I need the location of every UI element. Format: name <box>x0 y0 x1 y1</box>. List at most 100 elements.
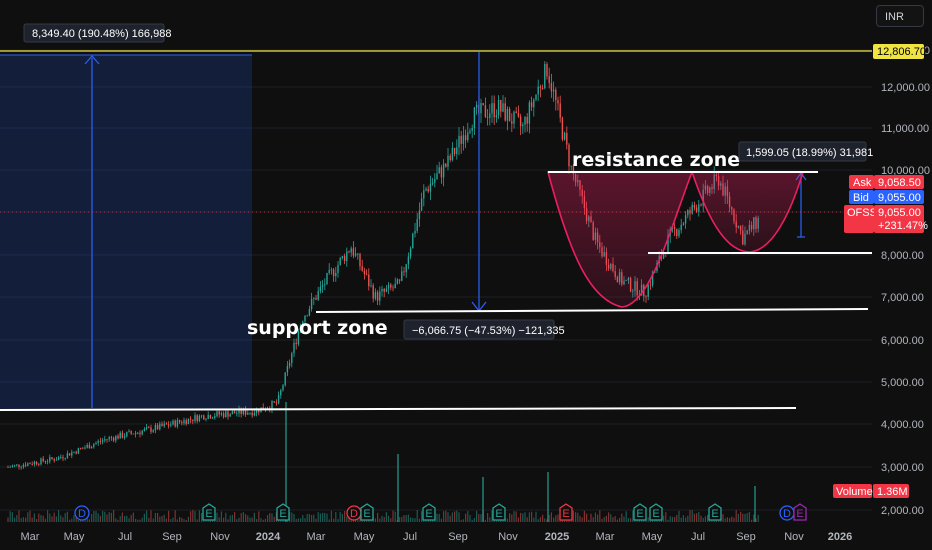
volume-bar <box>491 510 493 522</box>
currency-selector[interactable]: INR <box>876 5 924 27</box>
volume-bar <box>143 513 145 522</box>
candle-body <box>71 452 73 456</box>
volume-bar <box>36 519 38 522</box>
candle-body <box>222 413 225 417</box>
candle-body <box>482 103 484 106</box>
candle-body <box>497 99 500 116</box>
svg-text:E: E <box>796 508 803 520</box>
time-tick-label: Jul <box>118 531 132 543</box>
candle-body <box>218 411 220 415</box>
volume-bar <box>117 519 119 522</box>
volume-bar <box>515 511 517 522</box>
earnings-event-icon[interactable]: E <box>360 503 374 521</box>
svg-text:E: E <box>495 508 502 520</box>
support-line[interactable] <box>315 308 869 313</box>
candle-body <box>453 147 456 154</box>
candle-body <box>440 167 443 178</box>
volume-bar <box>535 511 537 522</box>
volume-bar <box>542 514 544 522</box>
volume-bar <box>110 512 112 522</box>
candle-body <box>530 102 533 108</box>
volume-bar <box>445 510 447 522</box>
time-axis[interactable]: Mar May Jul Sep Nov 2024 Mar May Jul Sep Nov 2025 Ma… <box>21 531 853 543</box>
volume-bar <box>678 510 680 522</box>
volume-bar <box>104 511 106 522</box>
measure-box-up[interactable] <box>0 55 252 410</box>
candle-body <box>273 401 275 403</box>
candle-body <box>537 86 539 95</box>
earnings-event-icon[interactable]: E <box>633 503 647 521</box>
volume-bar <box>201 512 203 522</box>
volume-bar <box>141 517 143 522</box>
candle-body <box>304 315 306 322</box>
volume-bar <box>476 510 478 522</box>
volume-bar <box>106 514 108 522</box>
candle-body <box>104 439 106 441</box>
handle-pattern[interactable] <box>690 171 805 253</box>
time-tick-label: May <box>354 531 375 543</box>
earnings-event-icon[interactable]: E <box>793 503 807 521</box>
candle-body <box>253 412 256 416</box>
earnings-event-icon[interactable]: E <box>649 503 663 521</box>
earnings-event-icon[interactable]: E <box>202 503 216 521</box>
dividend-event-icon[interactable]: D <box>74 505 90 521</box>
volume-bar <box>308 513 310 522</box>
earnings-event-icon[interactable]: E <box>276 503 290 521</box>
volume-bar <box>418 518 420 522</box>
measure-target-label: 1,599.05 (18.99%) 31,981 <box>746 147 873 159</box>
volume-bar <box>51 516 53 522</box>
time-tick-label: Nov <box>784 531 804 543</box>
candle-body <box>414 230 416 234</box>
volume-bar <box>247 515 249 522</box>
candle-body <box>451 147 454 161</box>
ask-tag-label-bg <box>849 175 874 189</box>
volume-bar <box>605 515 607 522</box>
candle-body <box>299 325 302 332</box>
lower-support-line[interactable] <box>0 407 797 411</box>
volume-bar <box>592 517 594 522</box>
candle-body <box>343 255 346 261</box>
earnings-event-icon[interactable]: E <box>708 503 722 521</box>
volume-bar <box>506 518 508 522</box>
volume-bar <box>407 514 409 522</box>
volume-bar <box>216 512 218 522</box>
candle-body <box>170 424 172 426</box>
candle-body <box>42 458 44 462</box>
candle-body <box>176 420 179 427</box>
dividend-event-icon[interactable]: D <box>779 505 795 521</box>
candle-body <box>277 395 280 404</box>
candle-body <box>27 463 29 466</box>
candle-body <box>491 103 493 114</box>
measure-down-label-bg <box>403 319 555 340</box>
dividend-event-icon[interactable]: D <box>346 505 362 521</box>
candle-body <box>227 411 229 417</box>
volume-bar <box>108 512 110 522</box>
candle-body <box>365 274 368 275</box>
volume-bar <box>86 516 88 522</box>
candle-body <box>431 182 434 184</box>
volume-bar <box>71 518 73 522</box>
candle-body <box>348 251 350 253</box>
volume-bar <box>150 510 152 522</box>
bid-tag-label-bg <box>849 190 874 204</box>
candle-body <box>247 413 249 415</box>
candle-body <box>189 418 192 420</box>
volume-bar <box>509 513 511 522</box>
candle-body <box>394 283 396 289</box>
earnings-event-icon[interactable]: E <box>492 503 506 521</box>
cup-pattern[interactable] <box>546 171 694 308</box>
candle-body <box>381 288 383 292</box>
measure-up-label: 8,349.40 (190.48%) 166,988 <box>32 28 171 40</box>
volume-bar <box>377 512 379 522</box>
earnings-event-icon[interactable]: E <box>422 503 436 521</box>
candle-body <box>205 418 207 420</box>
svg-text:E: E <box>363 508 370 520</box>
volume-bar <box>240 513 242 522</box>
volume-bar <box>561 519 563 522</box>
earnings-event-icon[interactable]: E <box>559 503 573 521</box>
volume-bar <box>22 517 24 522</box>
volume-bar <box>755 518 757 522</box>
volume-bar <box>421 511 423 522</box>
volume-bar <box>337 519 339 522</box>
